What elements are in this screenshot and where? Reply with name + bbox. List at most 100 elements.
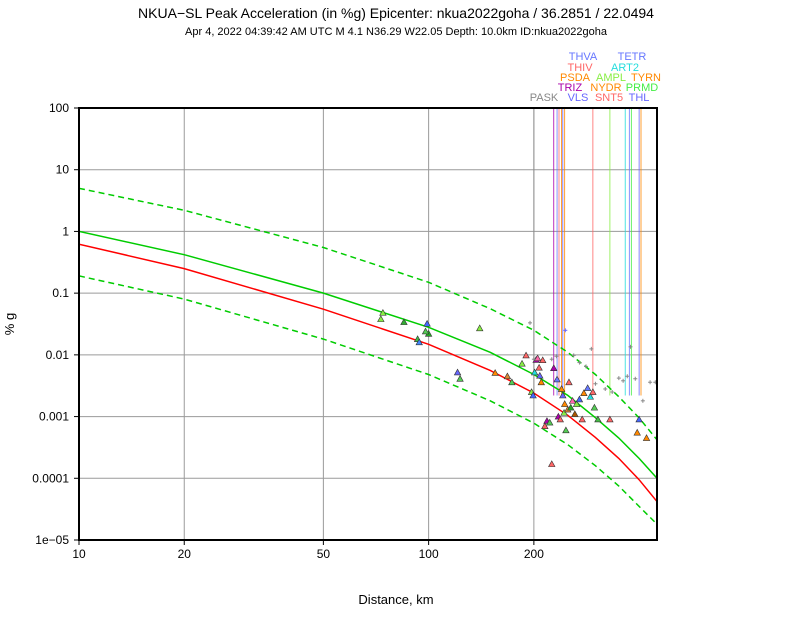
observation-cross (571, 353, 576, 358)
observation-triangle (456, 374, 464, 382)
observation-cross (528, 320, 533, 325)
observation-triangle (594, 415, 602, 423)
observation-triangle (633, 428, 641, 436)
observation-triangle (567, 403, 575, 411)
observation-triangle (635, 415, 643, 423)
observation-cross (589, 346, 594, 351)
observation-triangle (491, 369, 499, 376)
station-label-tetr: TETR (618, 51, 647, 63)
observation-triangle (400, 318, 408, 325)
observation-triangle (553, 375, 561, 383)
observation-triangle (533, 354, 542, 362)
x-tick-label: 50 (317, 547, 331, 561)
observation-triangle (453, 368, 462, 376)
observation-triangle (642, 434, 651, 441)
station-label-nydr: NYDR (590, 82, 621, 94)
observation-triangle (557, 385, 566, 392)
y-tick-label: 0.0001 (32, 471, 69, 485)
observation-cross (554, 354, 559, 359)
observation-triangle (415, 338, 423, 346)
y-tick-label: 10 (56, 163, 70, 177)
observation-cross (549, 357, 554, 362)
observation-triangle (518, 359, 526, 367)
station-label-tyrn: TYRN (631, 72, 661, 84)
station-label-art2: ART2 (611, 62, 639, 74)
observation-cross (625, 374, 630, 379)
x-tick-label: 100 (419, 547, 439, 561)
observation-triangle (537, 378, 545, 386)
y-tick-label: 0.1 (52, 286, 69, 300)
observation-cross (640, 398, 645, 403)
station-label-prmd: PRMD (626, 82, 658, 94)
station-label-pask: PASK (530, 92, 559, 104)
y-tick-label: 1 (62, 224, 69, 238)
station-label-vls: VLS (568, 92, 589, 104)
observation-triangle (560, 400, 569, 407)
observation-cross (593, 381, 598, 386)
observation-cross (633, 376, 638, 381)
observation-triangle (550, 364, 558, 371)
observation-triangle (556, 415, 564, 423)
curve-prediction-median (79, 243, 657, 502)
observation-cross (584, 364, 589, 369)
y-tick-label: 0.01 (46, 348, 70, 362)
curve-prediction-lower (79, 275, 657, 525)
observation-triangle (583, 384, 592, 391)
observation-cross (616, 376, 621, 381)
observation-triangle (580, 389, 588, 396)
observation-cross (621, 378, 626, 383)
observation-triangle (565, 378, 573, 386)
station-label-ampl: AMPL (596, 72, 626, 84)
observation-triangle (541, 422, 549, 429)
curve-prediction-upper (79, 187, 657, 441)
observation-triangle (529, 391, 537, 399)
observation-triangle (546, 418, 554, 426)
station-lines (533, 108, 642, 396)
observation-triangle (536, 371, 544, 379)
observation-triangle (535, 363, 543, 371)
observation-triangle (476, 324, 484, 332)
observation-triangle (522, 351, 530, 359)
observation-triangle (590, 403, 599, 411)
axis-ticks: 10 20 50 100 200 100 10 1 0.1 0.01 0.001 0.0001 1e−0… (32, 101, 544, 561)
prediction-curves (79, 187, 657, 525)
observation-triangle (568, 396, 577, 404)
observation-cross (628, 344, 633, 349)
observation-triangle (379, 308, 387, 316)
observation-triangle (575, 395, 584, 403)
observation-cross (531, 357, 536, 362)
station-label-thl: THL (629, 92, 650, 104)
observation-triangle (586, 392, 594, 400)
station-label-snt5: SNT5 (595, 92, 623, 104)
y-tick-label: 1e−05 (35, 533, 69, 547)
x-tick-label: 200 (524, 547, 544, 561)
observation-triangle (560, 409, 568, 416)
station-label-triz: TRIZ (558, 82, 583, 94)
observation-points (377, 308, 657, 467)
observation-triangle (572, 400, 581, 407)
observation-triangle (571, 410, 579, 417)
observation-triangle (377, 315, 385, 322)
observation-triangle (589, 388, 597, 395)
observation-triangle (530, 368, 539, 376)
x-axis-label: Distance, km (358, 592, 433, 607)
observation-cross (563, 328, 568, 333)
y-tick-label: 0.001 (39, 410, 69, 424)
observation-cross (603, 386, 608, 391)
chart-title: NKUA−SL Peak Acceleration (in %g) Epicen… (138, 5, 654, 21)
station-label-psda: PSDA (560, 72, 591, 84)
y-tick-label: 100 (49, 101, 69, 115)
observation-triangle (423, 319, 431, 327)
observation-triangle (562, 426, 570, 434)
observation-triangle (539, 356, 547, 364)
y-axis-label: % g (2, 313, 17, 335)
x-tick-label: 10 (72, 547, 86, 561)
plot-frame (78, 107, 658, 541)
observation-cross (577, 360, 582, 365)
station-label-thiv: THIV (567, 62, 593, 74)
observation-triangle (508, 378, 516, 386)
observation-cross (610, 390, 615, 395)
chart-subtitle: Apr 4, 2022 04:39:42 AM UTC M 4.1 N36.29… (185, 26, 608, 38)
